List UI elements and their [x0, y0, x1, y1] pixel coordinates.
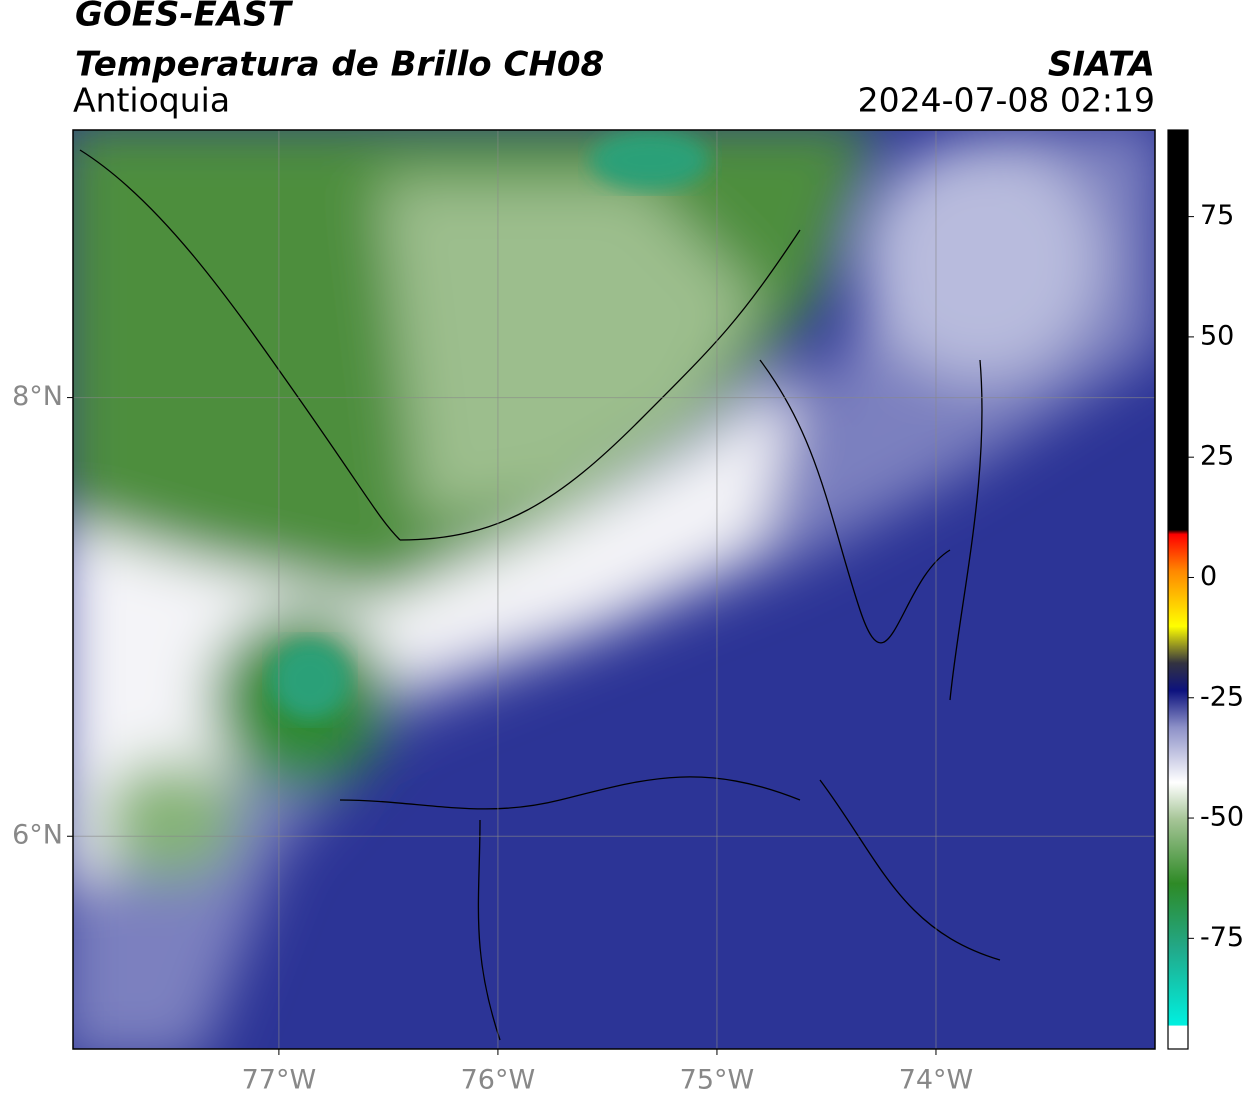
colorbar-tick-label: -25 — [1200, 681, 1244, 712]
map-frame — [72, 129, 1156, 1050]
colorbar-tick-label: 75 — [1200, 200, 1234, 231]
colorbar-tick-label: -75 — [1200, 922, 1244, 953]
grid — [73, 130, 1155, 1049]
lon-tick-label: 75°W — [680, 1065, 755, 1096]
colorbar — [1167, 129, 1189, 1050]
lon-tick-label: 74°W — [899, 1065, 974, 1096]
colorbar-tick-label: 0 — [1200, 561, 1217, 592]
region: Antioquia — [73, 81, 230, 120]
subtitle: Temperatura de Brillo CH08 — [75, 45, 604, 85]
colorbar-tick-label: -50 — [1200, 802, 1244, 833]
colorbar-tick-label: 25 — [1200, 441, 1234, 472]
lat-tick-label: 6°N — [12, 820, 63, 851]
lon-tick-label: 76°W — [461, 1065, 536, 1096]
title: GOES-EAST — [75, 0, 294, 35]
lon-tick-label: 77°W — [242, 1065, 317, 1096]
timestamp: 2024-07-08 02:19 — [858, 81, 1155, 120]
colorbar-tick-label: 50 — [1200, 320, 1234, 351]
source: SIATA — [1048, 45, 1155, 85]
satellite-image — [73, 130, 1155, 1049]
lat-tick-label: 8°N — [12, 381, 63, 412]
